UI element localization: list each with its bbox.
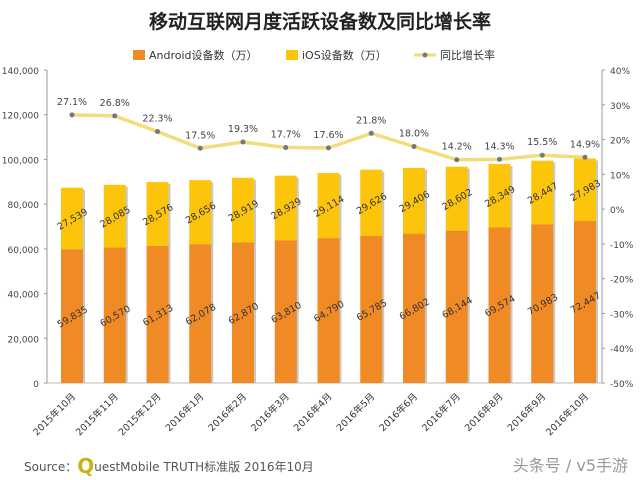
legend-ios-label: iOS设备数（万）: [302, 48, 387, 62]
bar-ios: [146, 182, 169, 246]
growth-point: [197, 145, 203, 151]
x-tick-label: 2016年8月: [462, 391, 505, 434]
growth-data-label: 18.0%: [399, 129, 429, 140]
bar-android: [61, 249, 83, 383]
right-tick-label: 40%: [610, 67, 630, 77]
growth-point: [454, 157, 460, 163]
bar-ios: [189, 180, 212, 245]
growth-point: [240, 139, 246, 145]
bar-ios: [61, 187, 83, 250]
legend-android-swatch: [133, 50, 145, 60]
growth-point: [155, 129, 160, 135]
x-tick-label: 2016年5月: [334, 391, 377, 434]
bar-ios: [317, 173, 340, 239]
growth-point: [539, 152, 545, 158]
x-tick-label: 2015年12月: [116, 391, 164, 439]
growth-data-label: 22.3%: [142, 114, 172, 125]
right-tick-label: -30%: [610, 310, 634, 320]
left-tick-label: 60,000: [8, 246, 40, 256]
growth-point: [69, 112, 75, 118]
x-tick-label: 2016年1月: [163, 391, 206, 434]
growth-point: [582, 154, 588, 160]
growth-point: [368, 130, 374, 136]
legend-ios-swatch: [286, 50, 298, 60]
watermark: 头条号 / v5手游: [512, 456, 628, 475]
legend-growth-marker: [422, 52, 428, 58]
x-tick-label: 2015年11月: [73, 391, 121, 439]
x-tick-label: 2016年9月: [505, 391, 548, 434]
bar-android: [403, 233, 425, 383]
bar-android: [531, 224, 554, 383]
source-prefix: Source：: [24, 460, 78, 474]
right-tick-label: -20%: [610, 276, 634, 286]
growth-data-label: 21.8%: [356, 115, 386, 126]
left-tick-label: 40,000: [8, 291, 40, 301]
bar-ios: [445, 166, 468, 231]
growth-data-label: 27.1%: [57, 97, 87, 108]
left-tick-label: 80,000: [8, 201, 40, 211]
bar-ios: [488, 164, 511, 228]
bar-ios: [403, 167, 425, 234]
right-tick-label: -50%: [610, 380, 634, 390]
bar-android: [445, 230, 468, 383]
growth-data-label: 14.3%: [484, 141, 514, 152]
bar-ios: [360, 169, 383, 236]
x-tick-label: 2016年3月: [249, 391, 292, 434]
growth-data-label: 17.5%: [185, 130, 215, 141]
growth-point: [497, 156, 502, 162]
bar-android: [189, 244, 212, 383]
right-tick-label: 0%: [610, 206, 625, 216]
growth-point: [326, 145, 331, 151]
growth-data-label: 14.2%: [442, 142, 472, 153]
source-note: Source：QuestMobile TRUTH标准版 2016年10月: [24, 454, 314, 478]
x-tick-label: 2016年7月: [420, 391, 463, 434]
right-tick-label: 20%: [610, 137, 630, 147]
left-tick-label: 120,000: [2, 112, 39, 122]
chart-title: 移动互联网月度活跃设备数及同比增长率: [149, 10, 491, 33]
right-tick-label: -40%: [610, 345, 634, 355]
bar-ios: [232, 177, 254, 243]
bar-android: [146, 245, 169, 383]
bar-android: [317, 238, 340, 383]
legend-android-label: Android设备数（万）: [149, 48, 258, 62]
bar-ios: [531, 160, 554, 225]
bar-android: [360, 235, 383, 383]
right-tick-label: -10%: [610, 241, 634, 251]
x-tick-label: 2016年6月: [377, 391, 420, 434]
growth-point: [283, 145, 289, 151]
growth-data-label: 15.5%: [527, 137, 557, 148]
x-tick-label: 2016年4月: [291, 391, 334, 434]
growth-data-label: 17.7%: [271, 130, 301, 141]
right-tick-label: 30%: [610, 102, 630, 112]
growth-point: [411, 144, 417, 150]
left-tick-label: 100,000: [2, 156, 39, 166]
right-tick-label: 10%: [610, 171, 630, 181]
questmobile-logo-q: Q: [77, 454, 95, 478]
source-text: uestMobile TRUTH标准版 2016年10月: [94, 460, 314, 474]
x-tick-label: 2015年10月: [31, 391, 79, 439]
bar-android: [488, 227, 511, 383]
bar-ios: [574, 158, 596, 222]
growth-data-label: 14.9%: [570, 139, 600, 150]
bar-android: [232, 242, 254, 383]
growth-point: [112, 113, 118, 119]
growth-data-label: 17.6%: [313, 130, 343, 141]
bar-ios: [274, 175, 297, 241]
left-tick-label: 140,000: [2, 67, 39, 77]
bar-android: [103, 247, 126, 383]
x-tick-label: 2016年2月: [206, 391, 249, 434]
legend-growth-label: 同比增长率: [440, 48, 495, 62]
left-tick-label: 0: [33, 380, 39, 390]
left-tick-label: 20,000: [8, 335, 40, 345]
bar-android: [274, 240, 297, 383]
growth-data-label: 26.8%: [100, 98, 130, 109]
bar-ios: [103, 184, 126, 248]
x-tick-label: 2016年10月: [544, 391, 592, 439]
growth-data-label: 19.3%: [228, 124, 258, 135]
bar-android: [574, 221, 596, 383]
